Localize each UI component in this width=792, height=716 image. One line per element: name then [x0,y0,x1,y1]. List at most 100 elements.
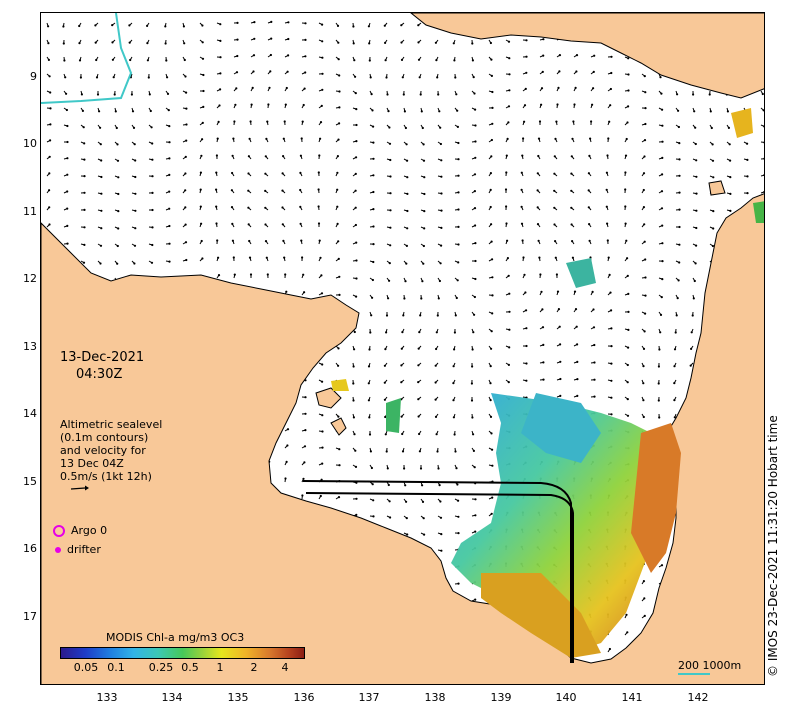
velocity-arrow-head [183,58,186,62]
velocity-arrow-head [48,155,51,158]
velocity-arrow-head [626,274,629,277]
new-guinea-coast [410,13,764,99]
velocity-arrow-head [491,312,494,315]
velocity-arrow-head [453,433,456,436]
velocity-arrow-head [400,381,403,384]
velocity-arrow-head [694,126,697,129]
velocity-arrow-head [185,91,188,94]
velocity-arrow-head [491,122,494,125]
velocity-arrow-head [338,293,341,296]
velocity-arrow-head [319,121,323,124]
velocity-arrow-head [147,76,150,79]
velocity-arrow-head [436,450,439,453]
velocity-arrow-head [201,138,204,141]
velocity-arrow-head [489,382,492,385]
velocity-arrow-head [642,188,645,192]
velocity-arrow-head [661,173,664,176]
velocity-arrow-head [440,175,443,178]
velocity-arrow-head [693,279,696,283]
velocity-arrow-head [201,57,205,60]
velocity-arrow-head [457,582,460,585]
velocity-arrow-head [405,517,408,520]
velocity-arrow-head [283,256,286,259]
velocity-arrow-head [284,477,287,480]
velocity-arrow-head [151,175,154,178]
velocity-arrow-head [542,38,545,41]
velocity-arrow-head [115,126,118,130]
velocity-arrow-head [370,466,373,470]
velocity-arrow-head [372,499,375,502]
velocity-arrow-head [336,222,339,225]
velocity-arrow-head [591,103,594,106]
velocity-arrow-head [383,398,386,401]
velocity-arrow-head [385,331,388,334]
velocity-arrow-head [265,256,268,259]
map-canvas[interactable] [40,12,765,685]
velocity-arrow-head [761,92,764,96]
velocity-arrow-head [676,297,679,300]
velocity-arrow-head [337,240,340,243]
velocity-arrow-head [100,209,103,212]
velocity-arrow-head [673,348,677,351]
velocity-arrow-head [368,59,371,62]
velocity-arrow-head [437,93,440,96]
velocity-arrow-head [406,227,409,230]
velocity-arrow-head [99,143,102,146]
velocity-arrow-head [489,41,492,45]
velocity-arrow-head [576,394,579,397]
velocity-arrow-head [317,205,320,208]
velocity-arrow-head [491,294,494,297]
velocity-arrow-head [489,415,493,418]
velocity-arrow-head [708,93,711,96]
velocity-arrow-head [368,42,371,45]
velocity-arrow-head [417,58,421,61]
velocity-arrow-head [559,377,562,381]
velocity-arrow-head [643,155,646,158]
velocity-arrow-head [132,126,136,129]
velocity-arrow-head [236,38,239,41]
velocity-arrow-head [557,86,560,89]
velocity-arrow-head [62,25,65,28]
velocity-arrow-head [610,379,613,382]
velocity-arrow-head [83,208,86,211]
velocity-arrow-head [540,103,543,106]
velocity-arrow-head [405,244,408,247]
velocity-arrow-head [166,92,170,95]
velocity-arrow-head [571,137,574,140]
velocity-arrow-head [371,109,374,112]
velocity-arrow-head [474,124,477,127]
velocity-arrow-head [658,416,661,419]
velocity-arrow-head [252,70,255,73]
velocity-arrow-head [423,176,426,179]
velocity-arrow-head [352,399,355,402]
velocity-arrow-head [417,24,420,27]
velocity-arrow-head [473,173,477,176]
velocity-arrow-head [264,223,267,226]
velocity-arrow-head [559,343,562,346]
velocity-arrow-head [474,156,477,159]
velocity-arrow-head [300,137,303,140]
velocity-arrow-head [420,110,423,113]
velocity-arrow-head [537,154,540,158]
velocity-arrow-head [695,226,698,230]
velocity-arrow-head [709,110,712,113]
velocity-arrow-head [168,190,171,193]
velocity-arrow-head [643,139,647,142]
velocity-arrow-head [660,92,663,95]
velocity-arrow-head [436,314,439,317]
velocity-arrow-head [299,205,302,208]
velocity-arrow-head [184,75,187,78]
velocity-arrow-head [337,496,341,499]
velocity-arrow-head [185,258,188,262]
velocity-arrow-head [248,239,251,243]
velocity-arrow-head [321,414,324,417]
velocity-arrow-head [199,205,202,208]
velocity-arrow-head [588,154,591,157]
velocity-arrow-head [389,226,392,229]
velocity-arrow-head [474,108,477,111]
velocity-arrow-head [405,500,408,503]
velocity-arrow-head [111,24,114,27]
isobath-scale-swatch [678,673,710,675]
velocity-arrow-head [64,76,67,79]
y-tick-label: 13 [23,340,37,353]
